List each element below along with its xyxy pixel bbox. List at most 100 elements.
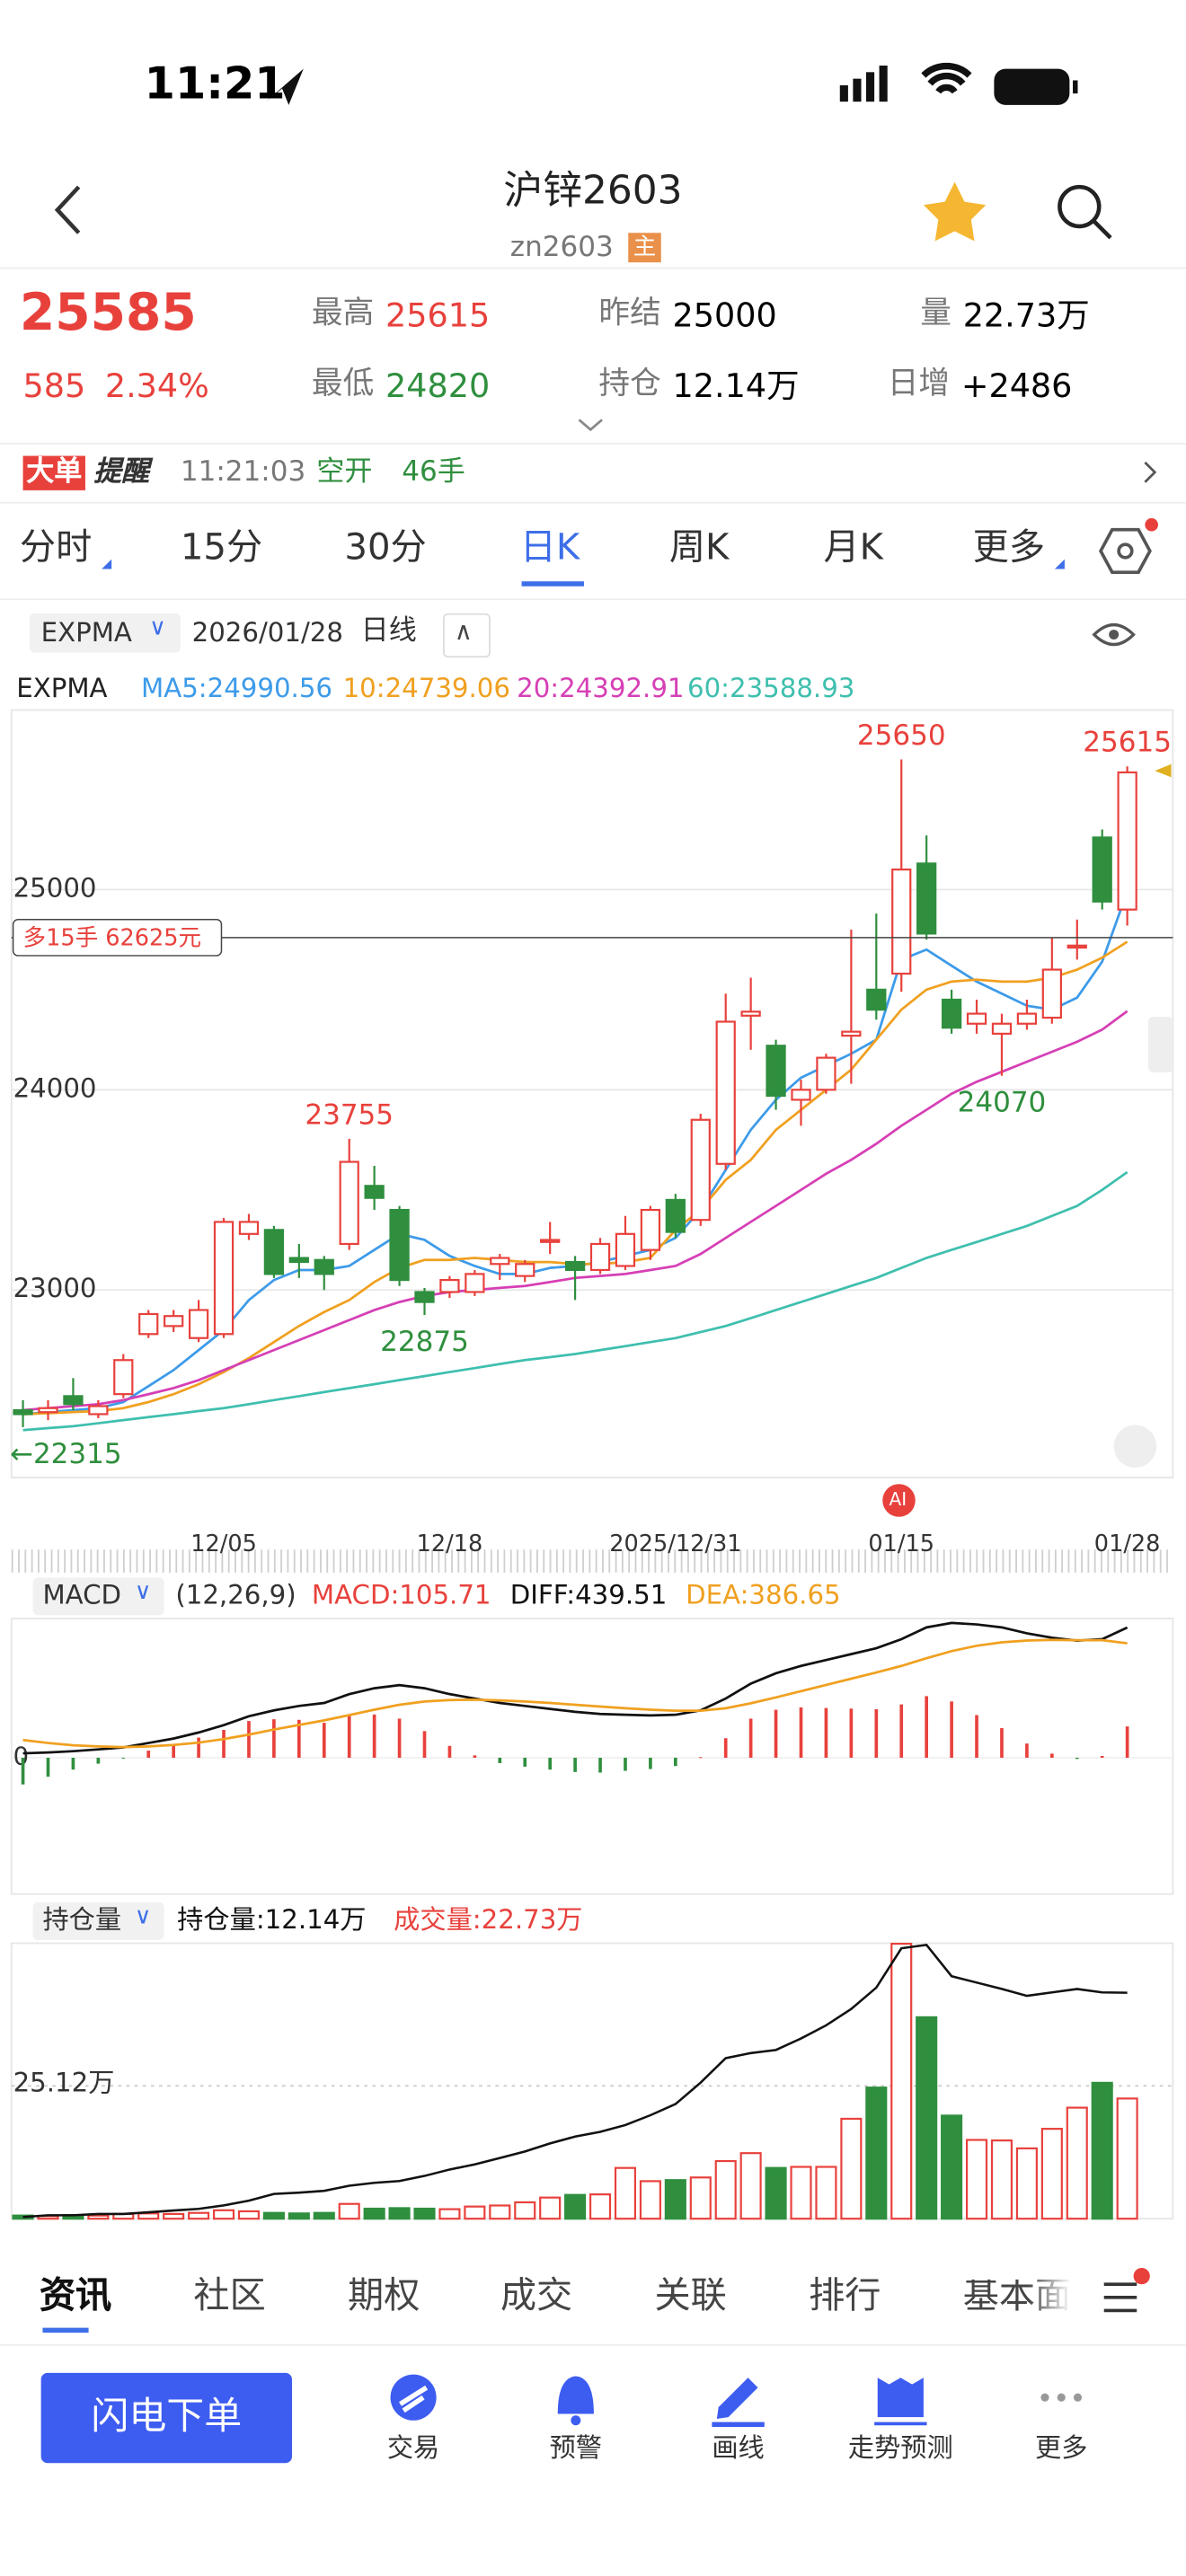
- macd-bar: [498, 1758, 502, 1763]
- volume-bar: [313, 2211, 335, 2220]
- expand-chevron[interactable]: [578, 419, 603, 432]
- candle-body: [690, 1118, 711, 1222]
- alert-arrow[interactable]: [1144, 461, 1157, 483]
- macd-bar: [698, 1757, 703, 1759]
- candle-body: [665, 1198, 686, 1233]
- candle-body: [113, 1359, 134, 1396]
- volume-legend-title[interactable]: 持仓量: [42, 1903, 122, 1936]
- macd-bar: [222, 1729, 226, 1759]
- toolbar-item[interactable]: 走势预测: [847, 2431, 953, 2464]
- price-marker: [1155, 763, 1172, 778]
- back-button[interactable]: [54, 185, 81, 234]
- alert-tag: 大单: [22, 455, 85, 490]
- volume-bar: [765, 2166, 787, 2220]
- candle-body: [490, 1257, 510, 1266]
- candle-body: [1117, 771, 1137, 911]
- low-label: 最低: [311, 366, 375, 402]
- period-tab[interactable]: 周K: [668, 527, 730, 569]
- candle-body: [1092, 836, 1112, 903]
- macd-bar: [748, 1718, 753, 1759]
- oi-line: [22, 1943, 1128, 2219]
- x-tick-label: 01/15: [868, 1531, 934, 1557]
- indicator-selector[interactable]: [32, 1901, 164, 1940]
- toolbar-item[interactable]: 更多: [1035, 2431, 1088, 2464]
- order-button[interactable]: 闪电下单: [91, 2395, 243, 2439]
- volume-bar: [790, 2166, 812, 2220]
- volume-bar: [137, 2212, 160, 2220]
- order-button-bg[interactable]: [40, 2372, 292, 2464]
- candle-body: [339, 1160, 359, 1246]
- macd-bar: [624, 1758, 627, 1771]
- volume-bar: [815, 2166, 837, 2220]
- ai-badge-bg[interactable]: [882, 1484, 916, 1517]
- period-tab[interactable]: 30分: [344, 527, 427, 569]
- volume-bar: [890, 1942, 913, 2220]
- eye-icon[interactable]: [1092, 622, 1136, 647]
- bottom-tab[interactable]: 成交: [500, 2276, 573, 2317]
- low-value: 24820: [385, 366, 491, 405]
- bottom-tab[interactable]: 排行: [809, 2276, 881, 2317]
- fullscreen-button[interactable]: [1113, 1425, 1157, 1469]
- candle-body: [364, 1185, 385, 1199]
- side-handle[interactable]: [1148, 1016, 1173, 1073]
- legend-entry: DIFF:439.51: [509, 1579, 668, 1610]
- toolbar-item[interactable]: 画线: [712, 2431, 765, 2464]
- indicator-name[interactable]: EXPMA: [40, 616, 132, 648]
- bottom-tab-active[interactable]: 资讯: [39, 2276, 112, 2317]
- legend-entry: 持仓量:12.14万: [177, 1903, 367, 1936]
- period-tab[interactable]: 15分: [180, 527, 263, 569]
- macd-bar: [573, 1758, 577, 1772]
- indicator-selector[interactable]: [32, 1577, 164, 1616]
- candle-body: [841, 1030, 862, 1037]
- dropdown-arrow: ∨: [149, 614, 166, 641]
- bottom-tab[interactable]: 期权: [348, 2276, 420, 2317]
- collapse-button[interactable]: [442, 613, 491, 658]
- toolbar-icons: [390, 2374, 1083, 2428]
- toolbar-item[interactable]: 预警: [549, 2431, 603, 2464]
- search-button[interactable]: [1058, 184, 1112, 240]
- volume-bar: [639, 2180, 661, 2220]
- favorite-star[interactable]: [923, 181, 987, 242]
- macd-bar: [975, 1715, 978, 1759]
- macd-bar: [899, 1704, 904, 1759]
- alert-time: 11:21:03: [180, 455, 306, 490]
- period-tab-active[interactable]: 日K: [519, 527, 580, 569]
- period-tab[interactable]: 月K: [823, 527, 884, 569]
- volume-bar: [539, 2196, 562, 2220]
- macd-bar: [649, 1758, 652, 1769]
- candle-body: [640, 1208, 661, 1251]
- candle-body: [1016, 1012, 1038, 1025]
- toolbar-item[interactable]: 交易: [386, 2431, 440, 2464]
- x-tick-label: 01/28: [1094, 1531, 1161, 1557]
- ai-badge[interactable]: AI: [889, 1488, 907, 1511]
- period-tab[interactable]: 分时: [19, 527, 93, 569]
- position-label: 多15手 62625元: [23, 925, 202, 952]
- macd-legend-title[interactable]: MACD: [42, 1579, 122, 1610]
- volume-bar: [489, 2204, 511, 2220]
- period-tab[interactable]: 更多: [972, 527, 1046, 569]
- volume-value: 22.73万: [962, 295, 1090, 335]
- menu-icon[interactable]: [1103, 2267, 1150, 2313]
- macd-bar: [347, 1716, 351, 1759]
- contract-code: zn2603: [509, 231, 614, 264]
- high-value: 25615: [385, 295, 491, 335]
- y-tick-label: 24000: [13, 1072, 97, 1103]
- macd-bar: [447, 1745, 452, 1759]
- bottom-tab[interactable]: 关联: [654, 2276, 727, 2317]
- bottom-tab[interactable]: 社区: [193, 2276, 266, 2317]
- candle-body: [263, 1229, 285, 1275]
- dropdown-arrow: ∨: [134, 1579, 152, 1606]
- bottom-tab[interactable]: 基本面: [962, 2276, 1072, 2317]
- indicator-period: 日线: [360, 614, 417, 648]
- oi-label: 持仓: [598, 366, 661, 402]
- indicator-selector[interactable]: [29, 613, 181, 653]
- ma-line: [22, 891, 1128, 1416]
- candle-body: [164, 1315, 184, 1328]
- macd-line: [22, 1621, 1128, 1755]
- legend-entry: MA5:24990.56: [141, 672, 333, 704]
- legend-entry: MACD:105.71: [311, 1579, 491, 1610]
- settings-icon[interactable]: [1098, 517, 1158, 575]
- volume-bar: [689, 2176, 712, 2220]
- legend-entry: DEA:386.65: [686, 1579, 841, 1610]
